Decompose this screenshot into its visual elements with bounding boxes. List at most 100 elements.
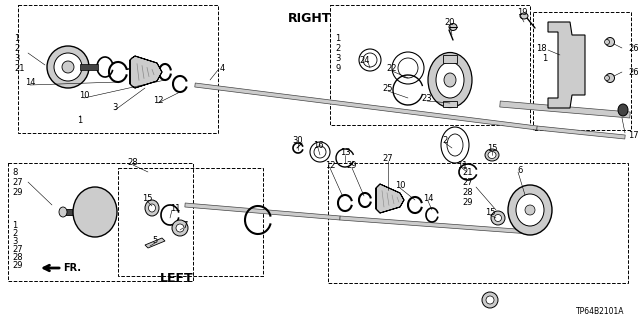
Text: 15: 15 bbox=[141, 194, 152, 203]
Polygon shape bbox=[537, 126, 625, 139]
Text: 1: 1 bbox=[12, 220, 17, 229]
Text: 29: 29 bbox=[347, 161, 357, 170]
Text: 21: 21 bbox=[14, 63, 24, 73]
Text: 14: 14 bbox=[25, 77, 35, 86]
Text: 5: 5 bbox=[152, 236, 157, 244]
Ellipse shape bbox=[436, 62, 464, 98]
Ellipse shape bbox=[449, 23, 457, 30]
Polygon shape bbox=[195, 83, 537, 130]
Text: 11: 11 bbox=[457, 161, 467, 170]
Text: 29: 29 bbox=[12, 260, 22, 269]
Ellipse shape bbox=[73, 187, 117, 237]
Text: 26: 26 bbox=[628, 68, 639, 76]
Text: 19: 19 bbox=[516, 7, 527, 17]
Ellipse shape bbox=[428, 52, 472, 108]
Polygon shape bbox=[376, 184, 404, 213]
Bar bbox=[330, 5, 530, 125]
Bar bbox=[533, 12, 631, 130]
Text: 11: 11 bbox=[170, 204, 180, 212]
Bar bbox=[63, 209, 85, 215]
Text: 10: 10 bbox=[395, 180, 405, 189]
Bar bbox=[8, 163, 193, 281]
Text: 23: 23 bbox=[422, 93, 432, 102]
Text: 13: 13 bbox=[340, 148, 350, 156]
Text: 4: 4 bbox=[220, 63, 225, 73]
Bar bbox=[328, 163, 628, 283]
Text: 8: 8 bbox=[12, 167, 17, 177]
Text: 27: 27 bbox=[462, 178, 472, 187]
Text: 14: 14 bbox=[423, 194, 433, 203]
Bar bbox=[443, 101, 457, 107]
Text: 15: 15 bbox=[487, 143, 497, 153]
Ellipse shape bbox=[618, 104, 628, 116]
Ellipse shape bbox=[516, 194, 544, 226]
Text: 2: 2 bbox=[12, 228, 17, 237]
Text: 3: 3 bbox=[12, 236, 17, 245]
Ellipse shape bbox=[605, 74, 614, 83]
Text: 29: 29 bbox=[462, 197, 472, 206]
Ellipse shape bbox=[47, 46, 89, 88]
Polygon shape bbox=[130, 56, 162, 88]
Text: FR.: FR. bbox=[63, 263, 81, 273]
Ellipse shape bbox=[444, 73, 456, 87]
Text: 3: 3 bbox=[335, 53, 340, 62]
Bar bbox=[18, 5, 218, 133]
Text: 12: 12 bbox=[324, 161, 335, 170]
Text: 28: 28 bbox=[128, 157, 138, 166]
Bar bbox=[80, 64, 98, 70]
Text: 29: 29 bbox=[12, 188, 22, 196]
Text: 28: 28 bbox=[462, 188, 472, 196]
Text: 12: 12 bbox=[153, 95, 163, 105]
Text: 27: 27 bbox=[12, 178, 22, 187]
Polygon shape bbox=[548, 22, 585, 108]
Polygon shape bbox=[340, 216, 530, 234]
Text: 2: 2 bbox=[335, 44, 340, 52]
Ellipse shape bbox=[172, 220, 188, 236]
Ellipse shape bbox=[148, 204, 156, 212]
Ellipse shape bbox=[145, 200, 159, 216]
Text: 1: 1 bbox=[335, 34, 340, 43]
Polygon shape bbox=[145, 238, 165, 248]
Text: RIGHT: RIGHT bbox=[288, 12, 332, 25]
Text: 6: 6 bbox=[517, 165, 523, 174]
Ellipse shape bbox=[605, 39, 609, 44]
Text: 1: 1 bbox=[77, 116, 83, 124]
Text: LEFT: LEFT bbox=[160, 271, 194, 284]
Text: 28: 28 bbox=[12, 252, 22, 261]
Text: 21: 21 bbox=[462, 167, 472, 177]
Text: 24: 24 bbox=[360, 55, 371, 65]
Text: 3: 3 bbox=[14, 53, 19, 62]
Ellipse shape bbox=[54, 53, 82, 81]
Text: 27: 27 bbox=[12, 244, 22, 253]
Ellipse shape bbox=[486, 296, 494, 304]
Text: 30: 30 bbox=[292, 135, 303, 145]
Text: 27: 27 bbox=[383, 154, 394, 163]
Ellipse shape bbox=[605, 37, 614, 46]
Text: 2: 2 bbox=[442, 135, 447, 145]
Ellipse shape bbox=[485, 149, 499, 161]
Text: 22: 22 bbox=[387, 63, 397, 73]
Text: 1: 1 bbox=[541, 53, 547, 62]
Text: 17: 17 bbox=[628, 131, 639, 140]
Text: 26: 26 bbox=[628, 44, 639, 52]
Ellipse shape bbox=[90, 207, 100, 217]
Text: 3: 3 bbox=[112, 102, 118, 111]
Ellipse shape bbox=[62, 61, 74, 73]
Ellipse shape bbox=[488, 151, 496, 158]
Ellipse shape bbox=[508, 185, 552, 235]
Text: 25: 25 bbox=[383, 84, 393, 92]
Text: 15: 15 bbox=[484, 207, 495, 217]
Text: 2: 2 bbox=[14, 44, 19, 52]
Text: 18: 18 bbox=[536, 44, 547, 52]
Bar bbox=[443, 55, 457, 63]
Ellipse shape bbox=[495, 214, 502, 221]
Text: TP64B2101A: TP64B2101A bbox=[576, 308, 624, 316]
Bar bbox=[118, 168, 263, 276]
Polygon shape bbox=[500, 101, 630, 118]
Text: 16: 16 bbox=[313, 140, 323, 149]
Text: 9: 9 bbox=[335, 63, 340, 73]
Text: 7: 7 bbox=[182, 220, 188, 229]
Polygon shape bbox=[185, 203, 340, 220]
Text: 20: 20 bbox=[445, 18, 455, 27]
Ellipse shape bbox=[59, 207, 67, 217]
